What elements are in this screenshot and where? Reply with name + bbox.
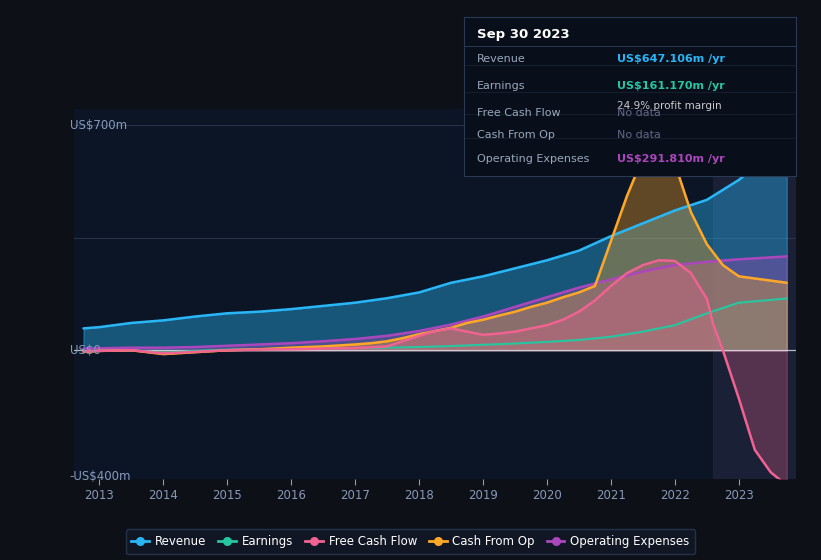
Text: -US$400m: -US$400m bbox=[70, 469, 131, 483]
Text: 24.9% profit margin: 24.9% profit margin bbox=[617, 101, 722, 111]
Text: US$700m: US$700m bbox=[70, 119, 127, 132]
Bar bbox=[713, 109, 796, 479]
Legend: Revenue, Earnings, Free Cash Flow, Cash From Op, Operating Expenses: Revenue, Earnings, Free Cash Flow, Cash … bbox=[126, 529, 695, 554]
Text: Free Cash Flow: Free Cash Flow bbox=[477, 108, 561, 118]
Text: Sep 30 2023: Sep 30 2023 bbox=[477, 28, 570, 41]
Text: US$647.106m /yr: US$647.106m /yr bbox=[617, 54, 725, 63]
Text: Revenue: Revenue bbox=[477, 54, 526, 63]
Text: No data: No data bbox=[617, 130, 661, 140]
Text: US$161.170m /yr: US$161.170m /yr bbox=[617, 81, 725, 91]
Text: Cash From Op: Cash From Op bbox=[477, 130, 555, 140]
Text: US$291.810m /yr: US$291.810m /yr bbox=[617, 154, 725, 164]
Text: Operating Expenses: Operating Expenses bbox=[477, 154, 589, 164]
Text: US$0: US$0 bbox=[70, 344, 100, 357]
Text: Earnings: Earnings bbox=[477, 81, 525, 91]
Text: No data: No data bbox=[617, 108, 661, 118]
